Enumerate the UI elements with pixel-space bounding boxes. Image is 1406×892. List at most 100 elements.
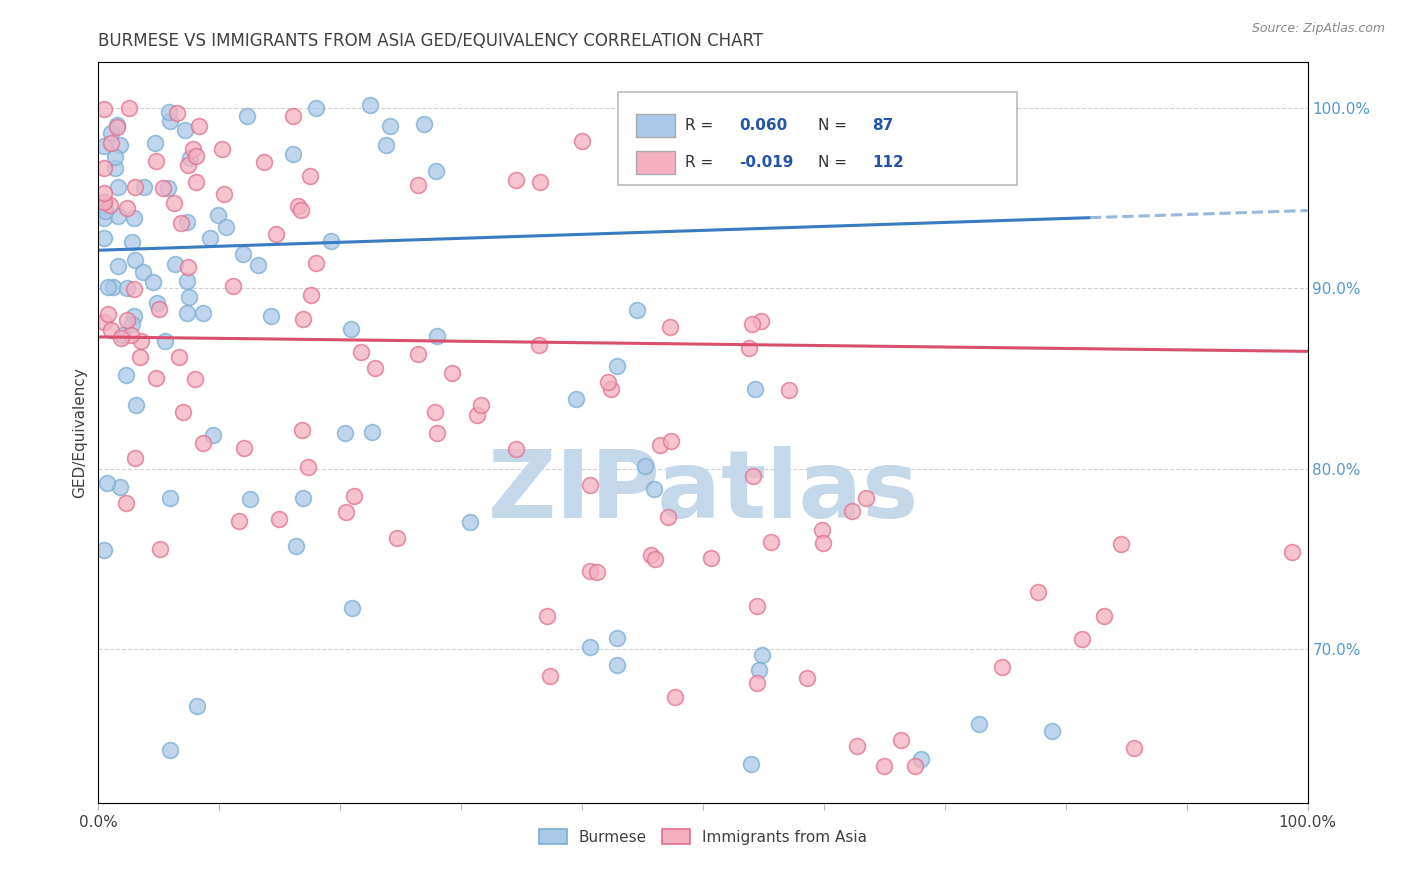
Point xyxy=(747,599,769,614)
Point xyxy=(93,161,115,176)
Point xyxy=(108,138,131,153)
Point xyxy=(564,392,586,407)
Point xyxy=(606,359,628,374)
Point xyxy=(904,759,927,773)
Point xyxy=(505,173,527,187)
Point xyxy=(174,123,197,137)
Point xyxy=(359,98,381,112)
Point xyxy=(93,139,115,153)
Point xyxy=(423,404,446,418)
Point xyxy=(889,732,911,747)
Point xyxy=(143,136,166,150)
Text: ZIPatlas: ZIPatlas xyxy=(488,446,918,538)
Point xyxy=(117,281,139,295)
Point xyxy=(378,119,401,133)
Point xyxy=(188,119,211,133)
Point xyxy=(176,274,198,288)
Point xyxy=(201,428,224,442)
Point xyxy=(176,306,198,320)
Point xyxy=(291,423,314,437)
Point xyxy=(661,434,683,449)
Point xyxy=(122,282,145,296)
Point xyxy=(233,441,256,455)
Point xyxy=(290,203,312,218)
Point xyxy=(287,199,309,213)
Point xyxy=(375,138,398,153)
Point xyxy=(747,676,769,690)
Point xyxy=(107,259,129,273)
Point xyxy=(796,671,818,685)
Point xyxy=(413,117,436,131)
Point xyxy=(465,408,488,422)
Point xyxy=(1040,724,1063,739)
Point xyxy=(153,334,176,348)
Point xyxy=(105,118,128,132)
Y-axis label: GED/Equivalency: GED/Equivalency xyxy=(72,368,87,498)
Point xyxy=(1026,585,1049,599)
Point xyxy=(93,231,115,245)
Text: N =: N = xyxy=(818,118,852,133)
Point xyxy=(299,288,322,302)
Point xyxy=(910,752,932,766)
Point xyxy=(426,425,449,440)
Point xyxy=(855,491,877,505)
Point xyxy=(132,180,155,194)
Text: BURMESE VS IMMIGRANTS FROM ASIA GED/EQUIVALENCY CORRELATION CHART: BURMESE VS IMMIGRANTS FROM ASIA GED/EQUI… xyxy=(98,32,763,50)
Point xyxy=(657,510,679,524)
Text: -0.019: -0.019 xyxy=(740,155,793,169)
Point xyxy=(96,475,118,490)
Point xyxy=(172,404,194,418)
Point xyxy=(170,216,193,230)
Text: 112: 112 xyxy=(872,155,904,169)
Point xyxy=(281,147,304,161)
Point xyxy=(460,516,482,530)
Point xyxy=(110,331,132,345)
Point xyxy=(121,317,143,331)
Point xyxy=(342,601,364,615)
Point xyxy=(640,549,662,563)
Point xyxy=(579,564,602,578)
Point xyxy=(157,181,180,195)
Point xyxy=(406,347,429,361)
Point xyxy=(177,260,200,274)
Point xyxy=(198,231,221,245)
Point xyxy=(335,505,357,519)
Point xyxy=(813,536,835,550)
Point xyxy=(129,350,152,364)
Point xyxy=(740,756,762,771)
Point xyxy=(285,539,308,553)
Point xyxy=(101,279,124,293)
Point xyxy=(142,275,165,289)
Point xyxy=(93,194,115,209)
Point xyxy=(184,149,207,163)
Point xyxy=(98,198,121,212)
Point xyxy=(159,742,181,756)
Point xyxy=(222,278,245,293)
Point xyxy=(425,164,447,178)
Point xyxy=(228,514,250,528)
Point xyxy=(247,258,270,272)
Point xyxy=(741,318,763,332)
Point xyxy=(93,186,115,201)
Point xyxy=(124,450,146,465)
Point xyxy=(93,315,115,329)
Point xyxy=(267,512,290,526)
Point xyxy=(163,195,186,210)
Point xyxy=(305,255,328,269)
Point xyxy=(846,739,869,753)
Point xyxy=(148,301,170,316)
Point xyxy=(104,150,127,164)
Point xyxy=(333,426,356,441)
Point xyxy=(1071,632,1094,646)
Point xyxy=(176,215,198,229)
Point xyxy=(364,361,387,376)
Point xyxy=(626,302,648,317)
Point xyxy=(107,209,129,223)
Point xyxy=(643,482,665,496)
Point xyxy=(97,279,120,293)
Point xyxy=(212,187,235,202)
Point xyxy=(93,542,115,557)
Point xyxy=(118,101,141,115)
Text: 87: 87 xyxy=(872,118,894,133)
Point xyxy=(181,142,204,156)
